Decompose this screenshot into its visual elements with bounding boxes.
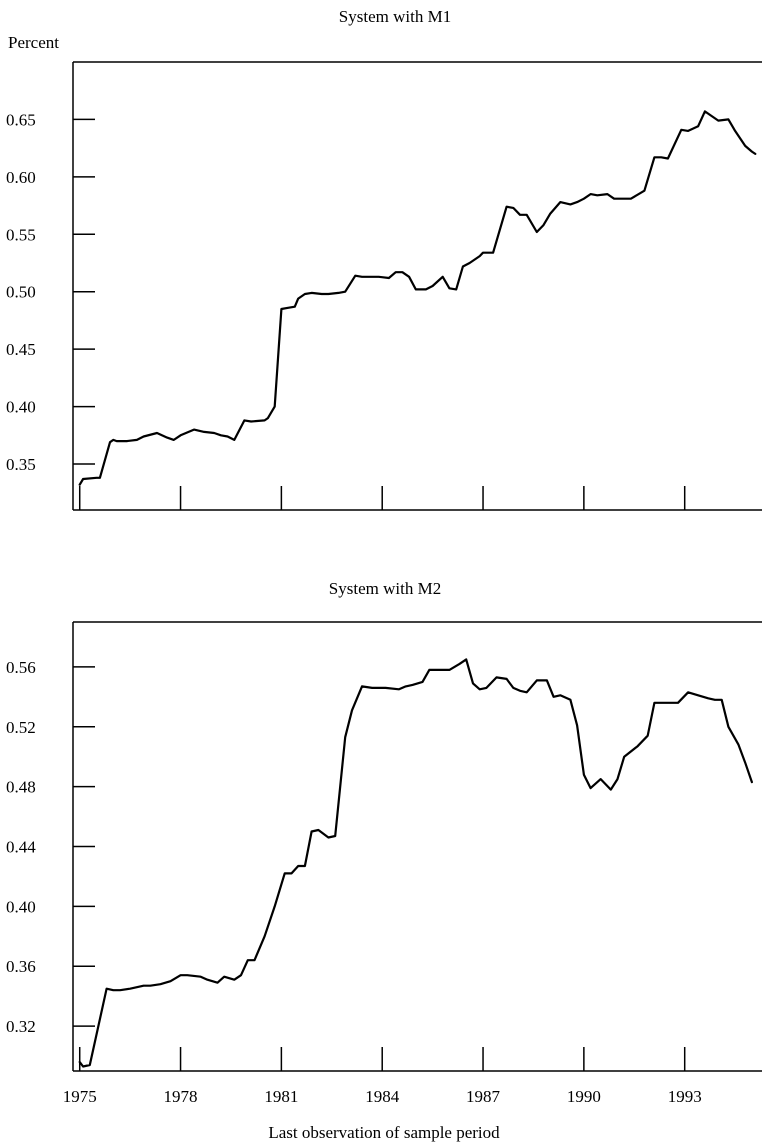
chart-m2-y-tick-label: 0.40 xyxy=(6,897,36,916)
chart-m2-x-tick-label: 1975 xyxy=(63,1087,97,1106)
chart-m2-x-tick-label: 1981 xyxy=(264,1087,298,1106)
chart-m1-y-tick-label: 0.35 xyxy=(6,455,36,474)
chart-m2-series-line xyxy=(80,659,752,1066)
chart-m1-y-tick-label: 0.60 xyxy=(6,168,36,187)
chart-m1-axes: 0.35 0.40 0.45 0.50 0.55 0.60 0.65 xyxy=(6,62,762,510)
chart-m2-y-tick-label: 0.56 xyxy=(6,658,36,677)
chart-m2: System with M2 0.320.360.400.440.480.520… xyxy=(6,579,762,1142)
chart-m1-series-line xyxy=(80,111,756,484)
chart-m1-y-tick-label: 0.45 xyxy=(6,340,36,359)
chart-m1-y-tick-label: 0.40 xyxy=(6,398,36,417)
chart-m1-ylabel: Percent xyxy=(8,33,59,52)
chart-m2-y-tick-label: 0.32 xyxy=(6,1017,36,1036)
chart-m2-x-tick-label: 1987 xyxy=(466,1087,501,1106)
chart-m2-title: System with M2 xyxy=(329,579,441,598)
chart-m1-title: System with M1 xyxy=(339,7,451,26)
chart-m2-x-tick-label: 1978 xyxy=(164,1087,198,1106)
chart-m2-x-tick-label: 1990 xyxy=(567,1087,601,1106)
chart-m1-y-tick-label: 0.65 xyxy=(6,110,36,129)
chart-m2-y-tick-label: 0.44 xyxy=(6,838,36,857)
chart-m2-x-tick-label: 1984 xyxy=(365,1087,400,1106)
chart-m1-y-tick-label: 0.55 xyxy=(6,225,36,244)
chart-m2-y-tick-label: 0.52 xyxy=(6,718,36,737)
chart-m2-axes: 0.32 0.36 0.40 0.44 0.48 0.52 0.56 1975 1978 1981… xyxy=(6,622,762,1106)
chart-m1: System with M1 Percent 0.350.400.450.500… xyxy=(6,7,762,510)
chart-m2-xlabel: Last observation of sample period xyxy=(268,1123,500,1142)
chart-m2-y-tick-label: 0.36 xyxy=(6,957,36,976)
chart-m2-y-tick-label: 0.48 xyxy=(6,778,36,797)
chart-m1-y-tick-label: 0.50 xyxy=(6,283,36,302)
chart-m2-x-tick-label: 1993 xyxy=(668,1087,702,1106)
